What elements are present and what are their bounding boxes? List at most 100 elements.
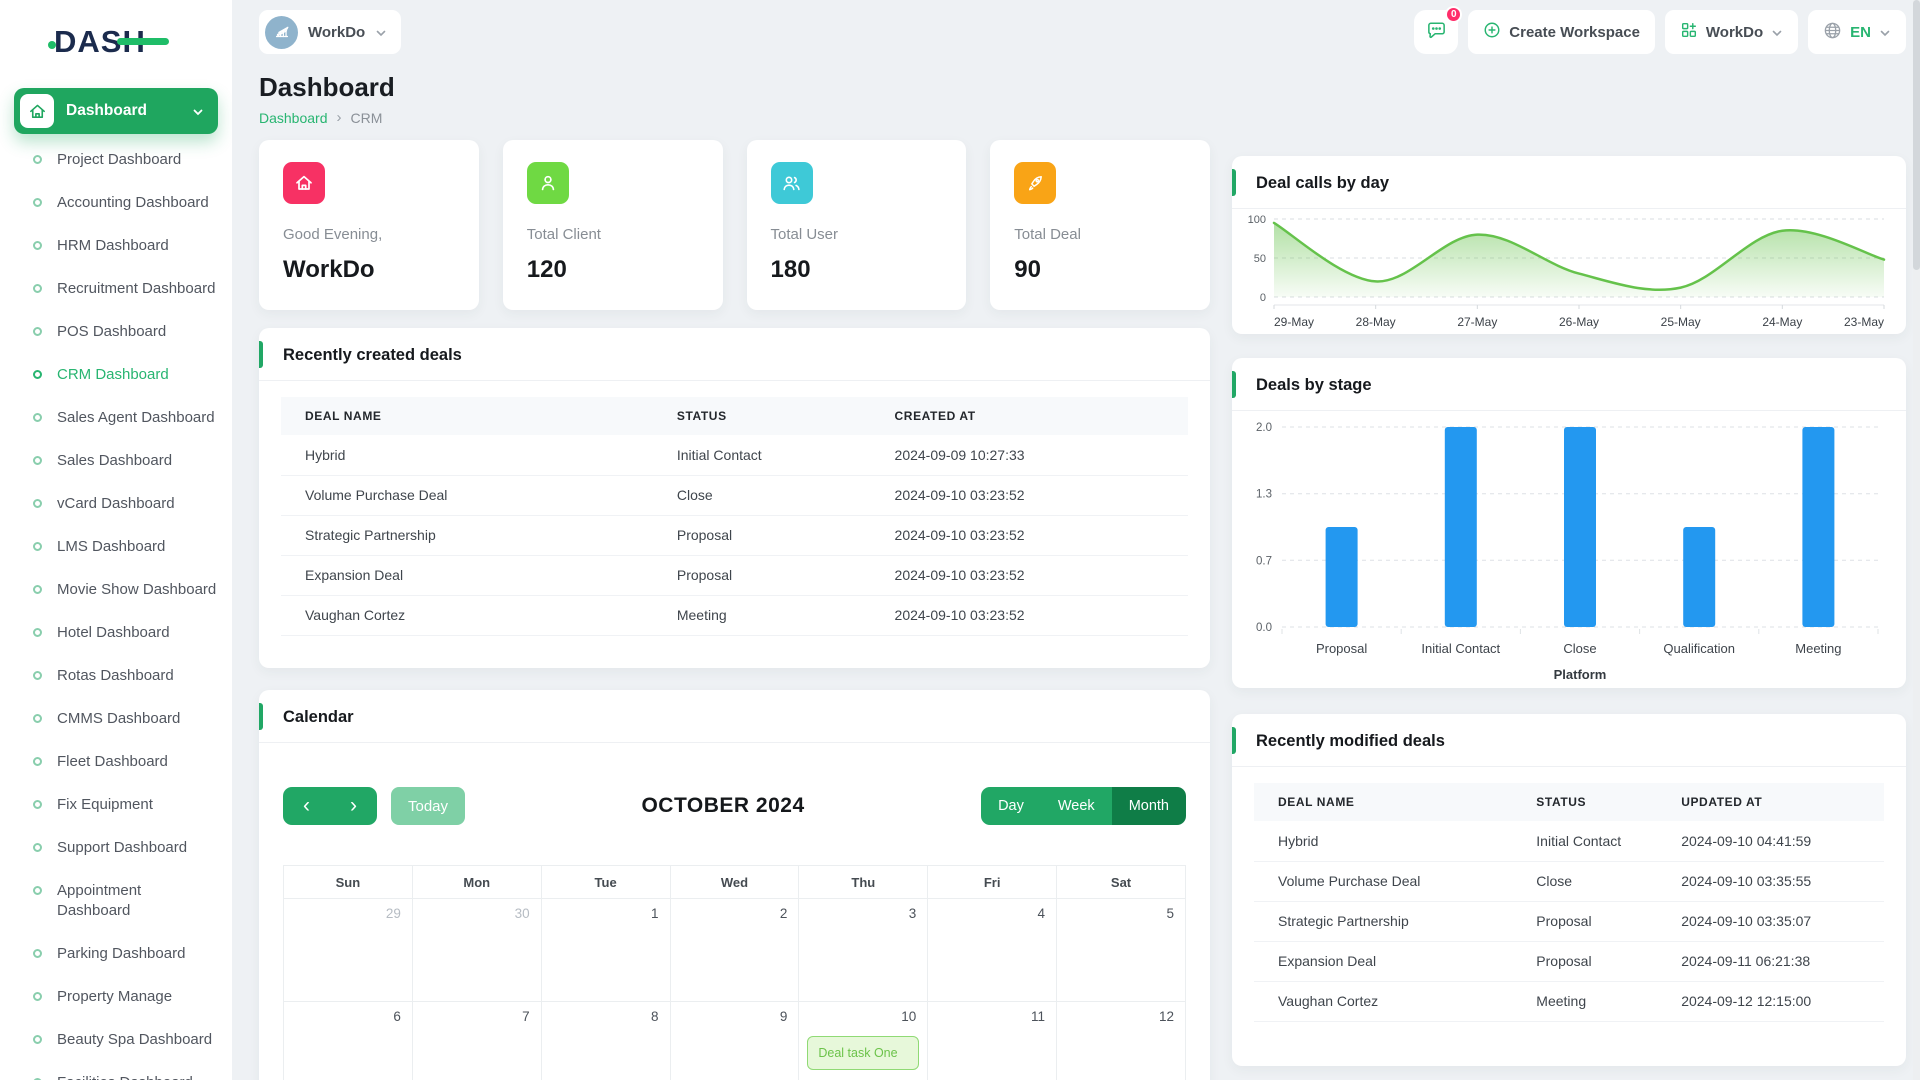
column-header: STATUS xyxy=(1512,783,1658,821)
sidebar-item-property-manage[interactable]: Property Manage xyxy=(0,987,232,1007)
sidebar-item-support-dashboard[interactable]: Support Dashboard xyxy=(0,838,232,858)
breadcrumb-current: CRM xyxy=(350,109,383,126)
recently-created-deals-title: Recently created deals xyxy=(259,328,1210,381)
sidebar-item-hotel-dashboard[interactable]: Hotel Dashboard xyxy=(0,623,232,643)
sidebar-item-label: Support Dashboard xyxy=(57,839,188,856)
table-cell: Vaughan Cortez xyxy=(281,595,653,636)
right-column: Deal calls by day 100 50 0 29-May 28-May 27-M… xyxy=(1232,156,1906,1066)
table-cell: Volume Purchase Deal xyxy=(281,475,653,516)
table-cell: 2024-09-10 03:23:52 xyxy=(870,555,1188,596)
table-cell: 2024-09-10 03:23:52 xyxy=(870,595,1188,636)
calendar-view-week-button[interactable]: Week xyxy=(1040,787,1112,825)
sidebar-item-label: CRM Dashboard xyxy=(57,366,169,383)
workspace-switcher[interactable]: WorkDo xyxy=(259,10,402,54)
sidebar-item-cmms-dashboard[interactable]: CMMS Dashboard xyxy=(0,709,232,729)
circle-bullet-icon xyxy=(33,542,42,551)
sidebar-main-label: Dashboard xyxy=(66,102,147,119)
circle-bullet-icon xyxy=(33,1035,42,1044)
circle-bullet-icon xyxy=(33,671,42,680)
calendar-view-month-button[interactable]: Month xyxy=(1111,787,1186,825)
calendar-next-button[interactable]: › xyxy=(330,787,377,825)
page-scrollbar-thumb[interactable] xyxy=(1913,0,1920,270)
sidebar-item-label: POS Dashboard xyxy=(57,323,167,340)
calendar-day-cell[interactable]: 6 xyxy=(283,1001,413,1080)
calendar-day-cell[interactable]: 5 xyxy=(1056,898,1186,1002)
calendar-title: Calendar xyxy=(259,690,1210,743)
chevron-down-icon xyxy=(1879,26,1891,38)
table-cell: 2024-09-10 04:41:59 xyxy=(1657,821,1884,862)
calendar-day-cell[interactable]: 8 xyxy=(540,1001,671,1080)
calendar-today-button[interactable]: Today xyxy=(391,787,466,825)
calendar-day-cell[interactable]: 11 xyxy=(927,1001,1058,1080)
sidebar-item-facilities-dashboard[interactable]: Facilities Dashboard xyxy=(0,1073,232,1080)
day-number: 3 xyxy=(908,906,917,921)
app-logo[interactable]: DASH xyxy=(48,24,232,64)
svg-text:0.0: 0.0 xyxy=(1256,622,1272,634)
table-cell: Meeting xyxy=(1512,981,1658,1022)
stats-row: Good Evening, WorkDo Total Client 120 Total … xyxy=(259,140,1210,310)
weekday-header: Fri xyxy=(927,865,1058,899)
sidebar-item-fleet-dashboard[interactable]: Fleet Dashboard xyxy=(0,752,232,772)
calendar-event[interactable]: Deal task One xyxy=(807,1036,920,1070)
calendar-day-cell[interactable]: 30 xyxy=(411,898,542,1002)
sidebar-item-vcard-dashboard[interactable]: vCard Dashboard xyxy=(0,494,232,514)
page-title: Dashboard xyxy=(259,72,395,102)
sidebar-item-appointment-dashboard[interactable]: Appointment Dashboard xyxy=(0,881,232,921)
calendar-day-cell[interactable]: 3 xyxy=(798,898,929,1002)
table-cell: 2024-09-10 03:35:07 xyxy=(1657,901,1884,942)
create-workspace-button[interactable]: Create Workspace xyxy=(1468,10,1655,54)
calendar-day-cell[interactable]: 10 Deal task One xyxy=(798,1001,929,1080)
sidebar-item-sales-dashboard[interactable]: Sales Dashboard xyxy=(0,451,232,471)
sidebar-item-crm-dashboard[interactable]: CRM Dashboard xyxy=(0,365,232,385)
calendar-week-row: 29 30 1 2 3 4 5 xyxy=(283,898,1186,1002)
calendar-day-cell[interactable]: 9 xyxy=(669,1001,800,1080)
calendar-view-day-button[interactable]: Day xyxy=(981,787,1041,825)
sidebar-item-beauty-spa-dashboard[interactable]: Beauty Spa Dashboard xyxy=(0,1030,232,1050)
calendar-day-cell[interactable]: 12 xyxy=(1056,1001,1186,1080)
svg-text:29-May: 29-May xyxy=(1274,315,1314,329)
table-row: Expansion Deal Proposal 2024-09-11 06:21:3… xyxy=(1254,941,1884,982)
calendar-day-cell[interactable]: 1 xyxy=(540,898,671,1002)
table-cell: 2024-09-10 03:23:52 xyxy=(870,475,1188,516)
workspace-menu-button[interactable]: WorkDo xyxy=(1664,10,1799,54)
svg-text:24-May: 24-May xyxy=(1762,315,1802,329)
messages-button[interactable]: 0 xyxy=(1414,6,1463,54)
sidebar-item-project-dashboard[interactable]: Project Dashboard xyxy=(0,150,232,170)
svg-text:27-May: 27-May xyxy=(1457,315,1497,329)
chevron-down-icon xyxy=(192,105,204,117)
sidebar-item-accounting-dashboard[interactable]: Accounting Dashboard xyxy=(0,193,232,213)
circle-bullet-icon xyxy=(33,949,42,958)
stat-card-1: Total Client 120 xyxy=(502,140,723,310)
sidebar-item-movie-show-dashboard[interactable]: Movie Show Dashboard xyxy=(0,580,232,600)
circle-bullet-icon xyxy=(33,992,42,1001)
calendar-day-cell[interactable]: 7 xyxy=(411,1001,542,1080)
sidebar: DASH Dashboard Project Dashboard Accounti… xyxy=(0,0,232,1080)
sidebar-item-rotas-dashboard[interactable]: Rotas Dashboard xyxy=(0,666,232,686)
recently-modified-deals-table: DEAL NAME STATUS UPDATED AT Hybrid Initial C… xyxy=(1254,783,1884,1022)
svg-text:23-May: 23-May xyxy=(1844,315,1884,329)
workspace-label: WorkDo xyxy=(308,23,366,41)
sidebar-item-dashboard[interactable]: Dashboard xyxy=(14,88,218,134)
deal-calls-chart: 100 50 0 29-May 28-May 27-May 26-May 25-May 24-M… xyxy=(1232,209,1906,334)
circle-bullet-icon xyxy=(33,327,42,336)
sidebar-item-sales-agent-dashboard[interactable]: Sales Agent Dashboard xyxy=(0,408,232,428)
sidebar-item-pos-dashboard[interactable]: POS Dashboard xyxy=(0,322,232,342)
language-menu-button[interactable]: EN xyxy=(1808,10,1906,54)
breadcrumb-dashboard-link[interactable]: Dashboard xyxy=(259,109,328,126)
page-scrollbar[interactable] xyxy=(1913,0,1920,1080)
calendar-day-cell[interactable]: 29 xyxy=(283,898,413,1002)
sidebar-item-fix-equipment[interactable]: Fix Equipment xyxy=(0,795,232,815)
sidebar-item-lms-dashboard[interactable]: LMS Dashboard xyxy=(0,537,232,557)
sidebar-item-parking-dashboard[interactable]: Parking Dashboard xyxy=(0,944,232,964)
sidebar-item-recruitment-dashboard[interactable]: Recruitment Dashboard xyxy=(0,279,232,299)
circle-bullet-icon xyxy=(33,284,42,293)
sidebar-menu: Project Dashboard Accounting Dashboard HRM… xyxy=(0,150,232,1080)
calendar-day-cell[interactable]: 2 xyxy=(669,898,800,1002)
calendar-day-cell[interactable]: 4 xyxy=(927,898,1058,1002)
sidebar-item-label: Accounting Dashboard xyxy=(57,194,209,211)
stat-value: WorkDo xyxy=(283,256,375,283)
calendar-prev-button[interactable]: ‹ xyxy=(283,787,330,825)
sidebar-item-hrm-dashboard[interactable]: HRM Dashboard xyxy=(0,236,232,256)
create-workspace-label: Create Workspace xyxy=(1509,23,1640,41)
